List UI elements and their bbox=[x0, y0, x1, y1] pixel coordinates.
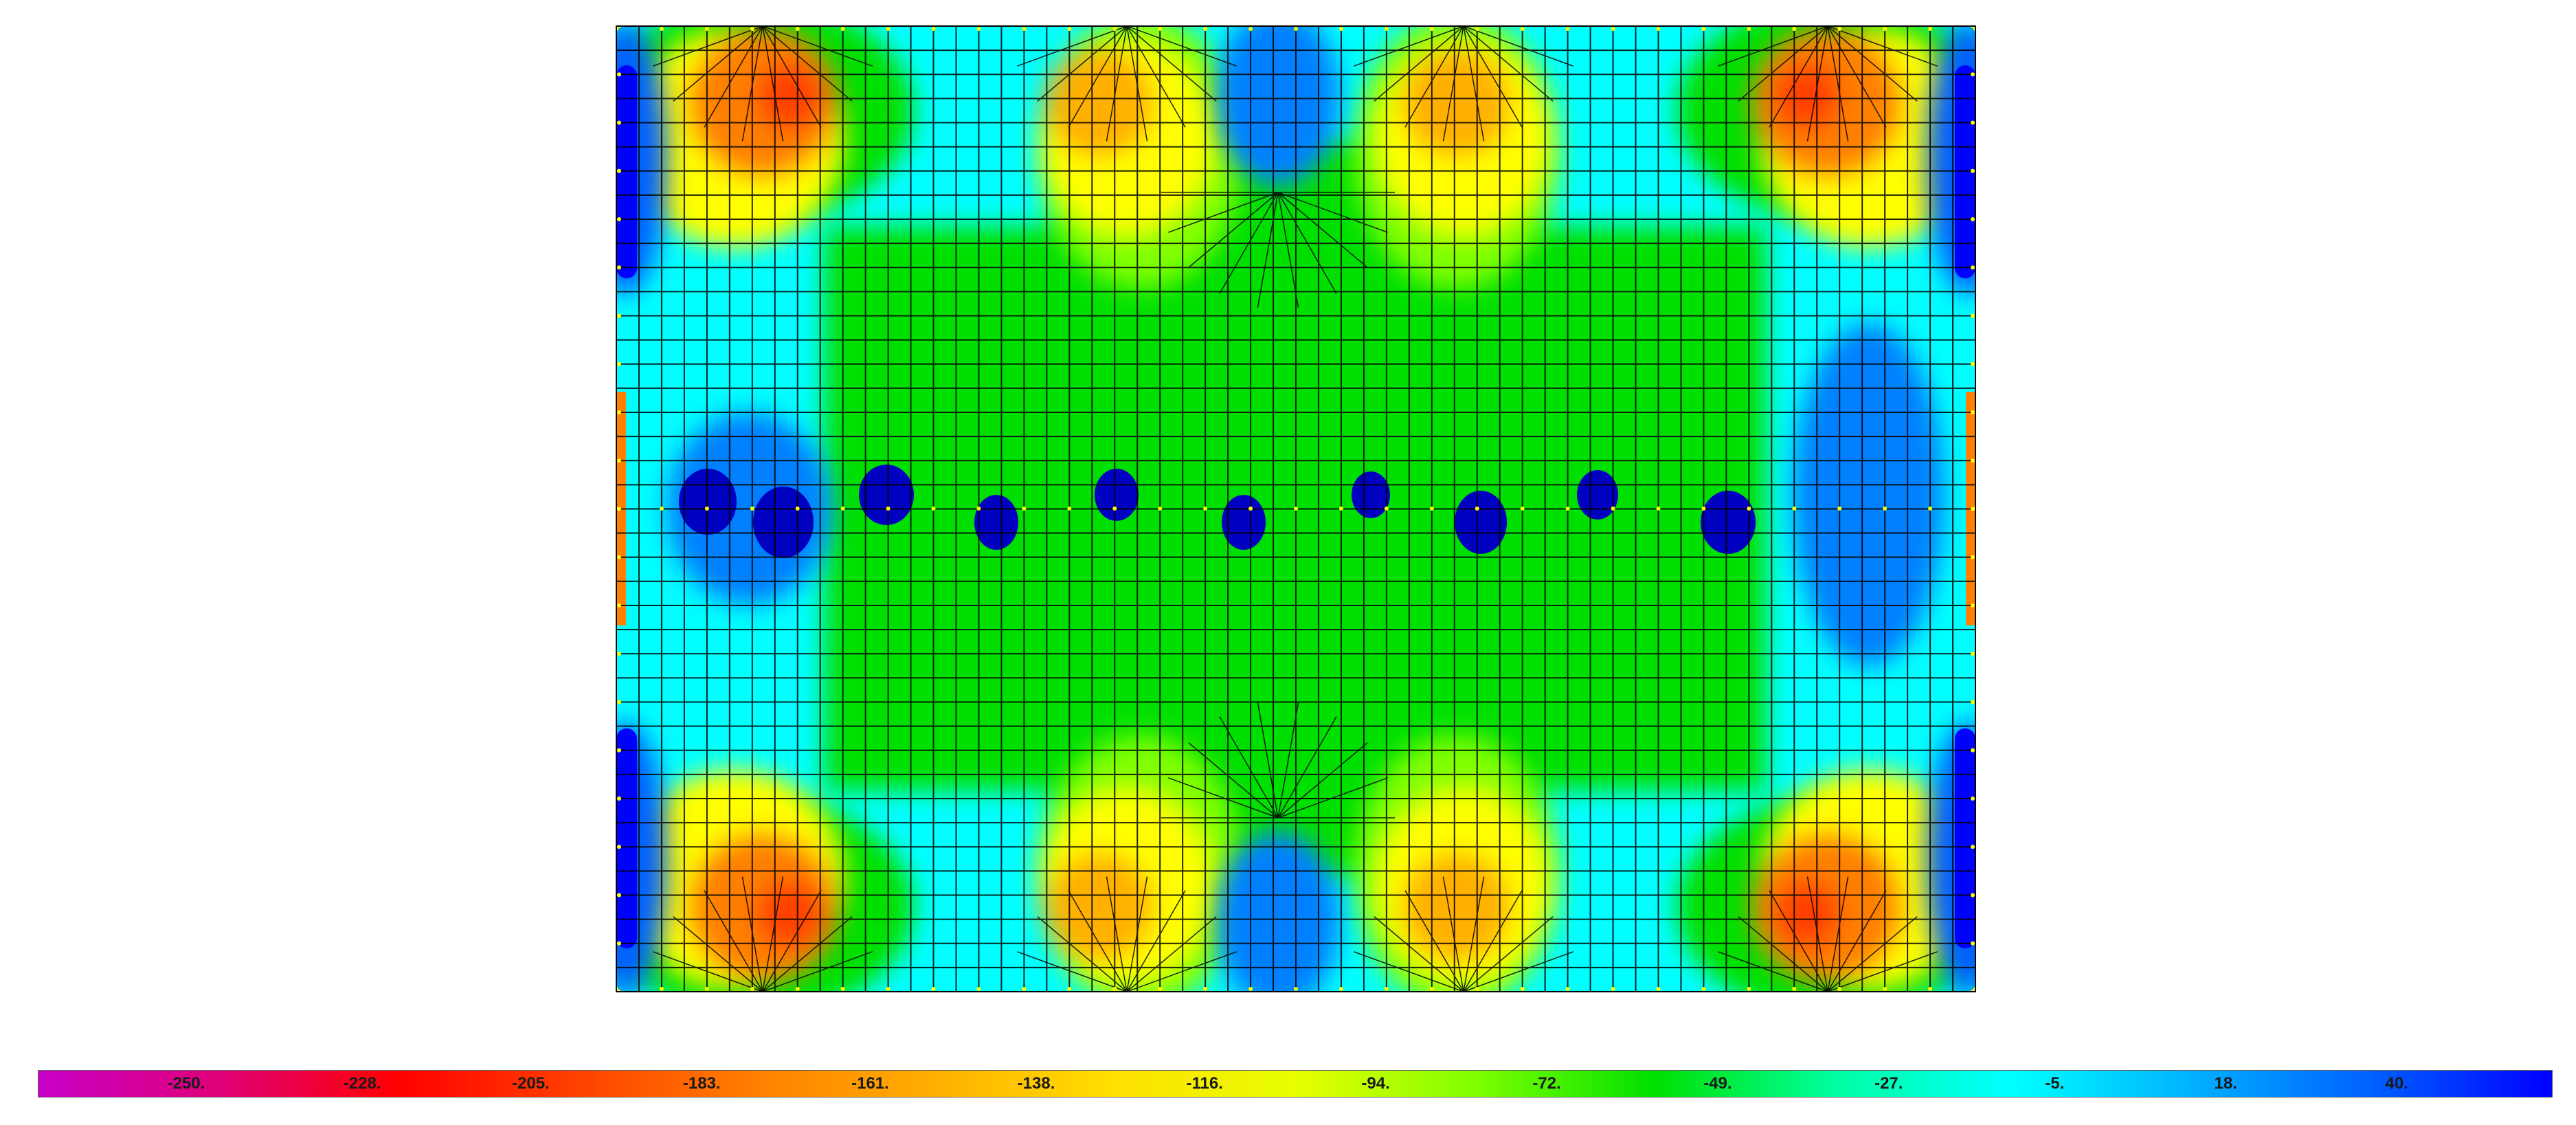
legend-tick: -161. bbox=[851, 1074, 889, 1093]
legend-tick: -228. bbox=[343, 1074, 381, 1093]
legend-tick: -27. bbox=[1874, 1074, 1903, 1093]
support-points bbox=[616, 26, 1975, 992]
color-legend-bar bbox=[38, 1070, 2553, 1098]
legend-tick: -94. bbox=[1361, 1074, 1390, 1093]
slab-outline bbox=[616, 25, 1976, 992]
legend-tick: -72. bbox=[1532, 1074, 1561, 1093]
hot-zones bbox=[625, 26, 1975, 992]
color-legend-labels: -250. -228. -205. -183. -161. -138. -116… bbox=[38, 1070, 2553, 1098]
legend-tick: -116. bbox=[1186, 1074, 1223, 1093]
contour-plot-canvas bbox=[616, 25, 1976, 992]
legend-tick: -205. bbox=[512, 1074, 550, 1093]
legend-tick: -250. bbox=[167, 1074, 205, 1093]
legend-tick: -49. bbox=[1703, 1074, 1732, 1093]
legend-tick: -183. bbox=[682, 1074, 721, 1093]
legend-tick: 18. bbox=[2214, 1074, 2237, 1093]
legend-tick: -5. bbox=[2045, 1074, 2065, 1093]
legend-tick: 40. bbox=[2385, 1074, 2408, 1093]
contour-plot bbox=[616, 25, 1976, 992]
contour-field bbox=[616, 26, 1975, 992]
legend-tick: -138. bbox=[1017, 1074, 1055, 1093]
